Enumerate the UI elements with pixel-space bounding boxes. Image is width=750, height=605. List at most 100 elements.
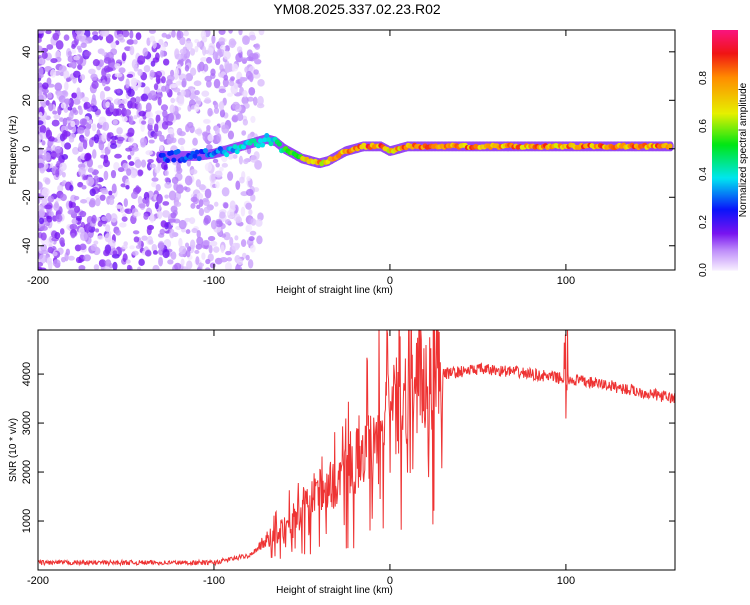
y-tick-label: -40 — [21, 238, 33, 254]
noise-blob — [61, 129, 68, 140]
noise-blob — [163, 58, 170, 66]
noise-blob — [95, 194, 101, 200]
noise-blob — [140, 159, 147, 168]
noise-blob — [170, 212, 177, 219]
colorbar-swatch — [712, 30, 738, 33]
x-tick-label: -200 — [27, 275, 49, 287]
noise-blob — [206, 56, 213, 64]
noise-blob — [224, 45, 230, 53]
noise-blob — [121, 30, 130, 38]
noise-blob — [204, 267, 211, 270]
colorbar-swatch — [712, 228, 738, 231]
noise-blob — [215, 220, 223, 228]
noise-blob — [149, 163, 156, 169]
noise-blob — [248, 209, 253, 216]
noise-blob — [156, 193, 163, 204]
noise-blob — [83, 51, 92, 57]
colorbar-swatch — [712, 84, 738, 87]
noise-blob — [213, 78, 221, 89]
colorbar-swatch — [712, 132, 738, 135]
noise-blob — [206, 80, 212, 88]
noise-blob — [88, 119, 93, 125]
noise-blob — [114, 153, 122, 159]
noise-blob — [38, 120, 44, 126]
colorbar-swatch — [712, 164, 738, 167]
noise-blob — [89, 188, 96, 197]
noise-blob — [173, 201, 182, 207]
noise-blob — [204, 188, 212, 199]
noise-blob — [129, 30, 134, 39]
noise-blob — [101, 51, 107, 56]
noise-blob — [201, 90, 210, 97]
noise-blob — [185, 40, 193, 51]
ridge-point — [196, 156, 202, 162]
colorbar-swatch — [712, 90, 738, 93]
noise-blob — [137, 266, 142, 270]
noise-blob — [244, 66, 249, 73]
noise-blob — [143, 86, 151, 96]
ridge-point — [192, 153, 198, 159]
noise-blob — [44, 204, 52, 210]
noise-blob — [160, 220, 167, 228]
noise-blob — [203, 119, 210, 124]
noise-blob — [242, 118, 249, 126]
noise-blob — [73, 98, 81, 105]
noise-blob — [105, 224, 111, 233]
noise-blob — [125, 184, 130, 190]
noise-blob — [79, 210, 87, 218]
noise-blob — [194, 249, 200, 254]
noise-blob — [257, 95, 264, 106]
noise-blob — [152, 40, 157, 49]
noise-blob — [149, 69, 155, 78]
ridge-point — [667, 143, 673, 149]
noise-blob — [125, 78, 130, 89]
noise-blob — [170, 251, 177, 260]
x-tick-label: -100 — [203, 575, 225, 587]
colorbar-swatch — [712, 96, 738, 99]
noise-blob — [159, 134, 165, 142]
noise-blob — [226, 209, 235, 219]
noise-blob — [122, 253, 128, 263]
noise-blob — [219, 64, 224, 72]
noise-blob — [57, 184, 64, 193]
colorbar-swatch — [712, 122, 738, 125]
noise-blob — [164, 194, 169, 199]
noise-blob — [151, 181, 157, 188]
noise-blob — [76, 126, 85, 134]
colorbar-swatch — [712, 218, 738, 221]
noise-blob — [147, 158, 154, 164]
colorbar-tick-label: 0.4 — [698, 167, 709, 181]
noise-blob — [222, 78, 229, 88]
noise-blob — [215, 181, 220, 189]
y-tick-label: -20 — [21, 189, 33, 205]
noise-blob — [138, 203, 146, 209]
noise-blob — [44, 177, 51, 185]
noise-blob — [168, 218, 176, 223]
noise-blob — [192, 137, 198, 146]
noise-blob — [200, 57, 208, 62]
colorbar-swatch — [712, 74, 738, 77]
noise-blob — [185, 124, 190, 133]
noise-blob — [64, 142, 72, 150]
colorbar-swatch — [712, 154, 738, 157]
noise-blob — [128, 161, 135, 166]
noise-blob — [80, 74, 86, 81]
noise-blob — [74, 205, 81, 213]
noise-blob — [247, 259, 254, 269]
noise-blob — [46, 77, 52, 86]
noise-blob — [38, 266, 43, 270]
colorbar-swatch — [712, 98, 738, 101]
noise-blob — [203, 206, 211, 214]
noise-blob — [231, 63, 239, 72]
noise-blob — [131, 146, 139, 152]
noise-blob — [219, 257, 228, 263]
noise-blob — [214, 125, 220, 136]
colorbar-swatch — [712, 46, 738, 49]
colorbar-swatch — [712, 38, 738, 41]
noise-blob — [175, 113, 181, 120]
noise-blob — [154, 110, 163, 115]
noise-blob — [221, 124, 230, 134]
colorbar-swatch — [712, 256, 738, 259]
noise-blob — [102, 159, 110, 168]
colorbar-tick-label: 0.0 — [698, 263, 709, 277]
